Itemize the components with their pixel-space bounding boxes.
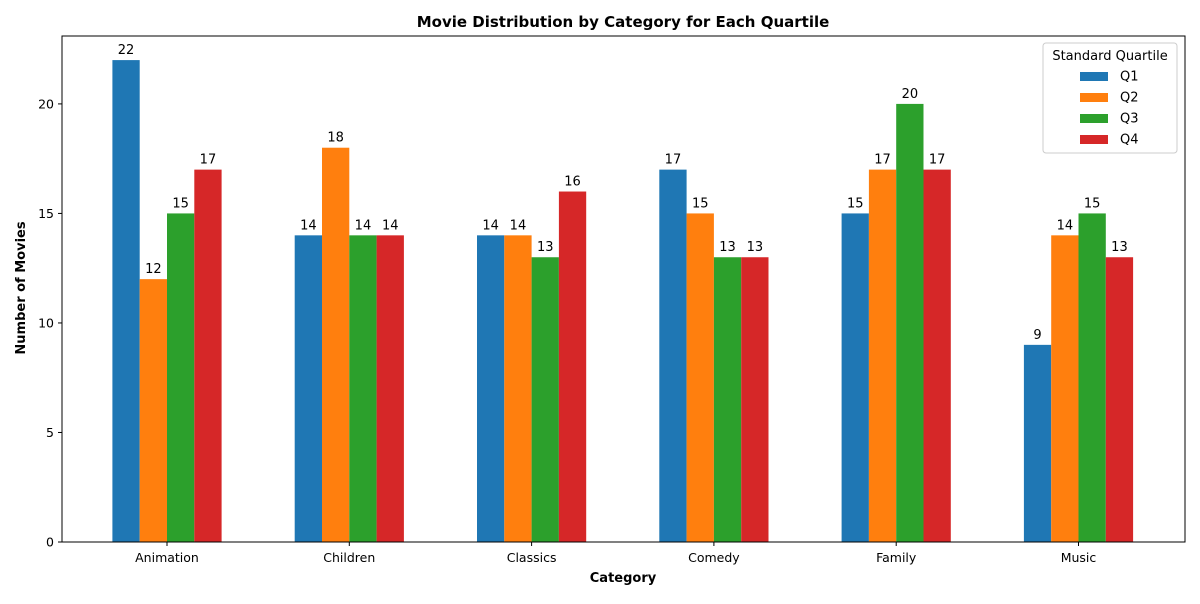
legend: Standard Quartile Q1 Q2 Q3 Q4 [1042, 42, 1178, 154]
bar-q2-animation [139, 279, 167, 542]
data-label: 13 [1111, 240, 1128, 255]
x-tick-label: Comedy [688, 550, 740, 565]
bar-q3-classics [531, 257, 559, 542]
data-label: 15 [847, 196, 864, 211]
plot-frame [61, 35, 1186, 543]
data-label: 14 [382, 218, 399, 233]
data-label: 16 [564, 175, 581, 190]
bar-q2-children [322, 147, 350, 542]
y-axis-label: Number of Movies [14, 221, 29, 354]
x-tick-label: Family [876, 550, 917, 565]
y-tick-label: 10 [38, 315, 54, 330]
bar-q4-animation [194, 169, 222, 542]
data-label: 17 [200, 153, 217, 168]
legend-swatch-q4 [1080, 135, 1108, 144]
bar-q2-classics [504, 235, 532, 543]
data-label: 14 [482, 218, 499, 233]
legend-box [1042, 42, 1178, 154]
data-label: 18 [327, 131, 344, 146]
bar-q3-comedy [713, 257, 742, 542]
chart-title: Movie Distribution by Category for Each … [417, 13, 830, 31]
bar-q2-comedy [686, 213, 714, 542]
legend-label-q1: Q1 [1120, 70, 1139, 85]
bar-q1-music [1023, 344, 1052, 542]
bar-q4-family [923, 169, 951, 542]
legend-swatch-q2 [1080, 93, 1108, 102]
data-label: 17 [874, 153, 891, 168]
data-label: 22 [118, 43, 135, 58]
bar-q4-classics [558, 191, 587, 542]
bar-q1-comedy [659, 169, 687, 542]
data-label: 13 [537, 240, 554, 255]
legend-swatch-q3 [1080, 114, 1108, 123]
data-label: 12 [145, 262, 162, 277]
bar-q1-classics [477, 235, 505, 543]
axes-layer: 0 5 10 15 20 Animation Children Classics Comedy F… [38, 35, 1186, 565]
y-tick-label: 15 [38, 206, 54, 221]
bar-q1-children [294, 235, 322, 543]
bar-q4-comedy [741, 257, 769, 542]
bar-q3-music [1078, 213, 1106, 542]
data-label: 14 [355, 218, 372, 233]
legend-label-q2: Q2 [1120, 91, 1139, 106]
data-label: 15 [1084, 196, 1101, 211]
y-tick-label: 5 [46, 425, 54, 440]
bar-q1-animation [112, 60, 140, 542]
x-tick-label: Children [323, 550, 375, 565]
data-label: 9 [1033, 328, 1041, 343]
data-label: 13 [719, 240, 736, 255]
bar-q3-family [896, 103, 924, 543]
x-axis-label: Category [590, 571, 657, 586]
x-tick-label: Animation [135, 550, 199, 565]
legend-swatch-q1 [1080, 72, 1108, 81]
data-label: 14 [300, 218, 317, 233]
data-labels-layer: 22 12 15 17 14 18 14 14 14 14 13 16 17 15 13 13 15 17 20 17… [118, 43, 1128, 343]
y-tick-label: 0 [46, 535, 54, 550]
bars-layer [112, 60, 1134, 543]
bar-q3-children [349, 235, 377, 543]
data-label: 17 [929, 153, 946, 168]
data-label: 14 [510, 218, 527, 233]
bar-q4-music [1105, 257, 1134, 542]
bar-q3-animation [167, 213, 195, 542]
data-label: 20 [902, 87, 919, 102]
legend-title: Standard Quartile [1052, 49, 1167, 64]
legend-label-q4: Q4 [1120, 133, 1139, 148]
data-label: 15 [692, 196, 709, 211]
data-label: 13 [747, 240, 764, 255]
bar-q1-family [841, 213, 869, 542]
data-label: 17 [665, 153, 682, 168]
y-tick-label: 20 [38, 96, 54, 111]
data-label: 15 [172, 196, 189, 211]
bar-q4-children [376, 235, 404, 543]
x-tick-label: Classics [507, 550, 557, 565]
legend-label-q3: Q3 [1120, 112, 1139, 127]
data-label: 14 [1057, 218, 1074, 233]
x-tick-label: Music [1061, 550, 1097, 565]
bar-q2-music [1051, 235, 1079, 543]
bar-q2-family [868, 169, 897, 542]
